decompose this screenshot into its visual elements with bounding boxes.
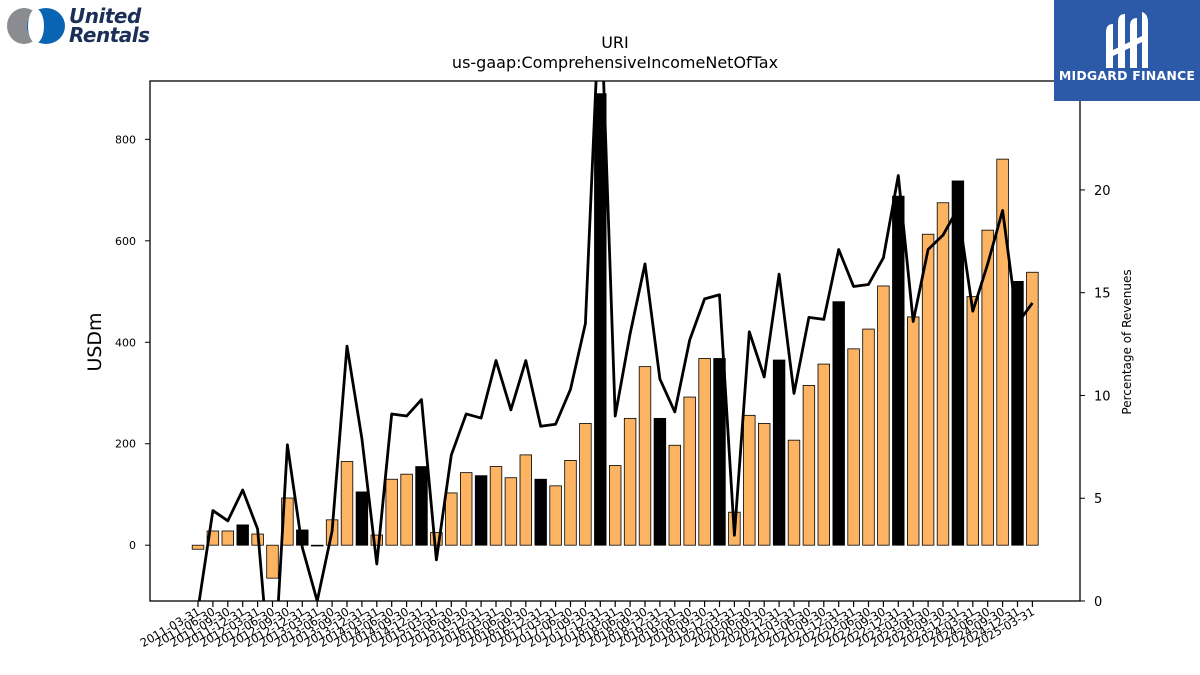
percentage-line — [197, 81, 1034, 601]
bar — [340, 461, 354, 546]
bar — [459, 472, 473, 546]
plot-area: 0200400600800051015202011-03-312011-06-3… — [115, 80, 1111, 650]
bar — [519, 454, 533, 546]
bar — [191, 544, 205, 550]
bar — [221, 530, 235, 546]
chart-subtitle: us-gaap:ComprehensiveIncomeNetOfTax — [452, 53, 778, 72]
y-tick-label: 600 — [115, 235, 136, 248]
bar — [668, 444, 682, 546]
bar — [236, 524, 249, 546]
y2-tick-label: 5 — [1094, 492, 1102, 507]
bar — [951, 180, 965, 546]
bar — [817, 363, 831, 546]
bar — [981, 229, 994, 546]
bar — [534, 478, 547, 546]
bar — [489, 466, 503, 546]
bar-series — [191, 93, 1039, 579]
united-rentals-mark-icon — [7, 8, 65, 44]
bar — [683, 396, 696, 546]
bar — [474, 475, 488, 546]
bar — [772, 359, 786, 546]
bar — [802, 384, 816, 546]
bar — [638, 366, 652, 546]
bar — [698, 358, 711, 546]
bar — [847, 348, 860, 546]
bar — [921, 233, 935, 546]
y-tick-label: 0 — [129, 539, 136, 552]
bar — [966, 296, 980, 546]
logo-text-line1: United — [69, 4, 141, 28]
bar — [564, 460, 577, 546]
y2-tick-label: 15 — [1094, 287, 1111, 302]
bar — [877, 285, 890, 546]
bar — [549, 485, 562, 546]
midgard-brand-text: MIDGARD FINANCE — [1058, 68, 1196, 83]
bar — [892, 195, 905, 546]
bar — [400, 473, 413, 546]
y-tick-label: 800 — [115, 133, 136, 146]
bar — [370, 534, 384, 546]
bar — [936, 202, 950, 546]
bar — [355, 491, 369, 546]
bar — [310, 544, 324, 547]
midgard-m-icon — [1106, 12, 1148, 68]
bar — [415, 466, 428, 546]
y2-tick-label: 20 — [1094, 184, 1111, 199]
bar — [579, 423, 592, 546]
bar — [445, 492, 458, 546]
bar — [206, 530, 220, 546]
y2-axis-label: Percentage of Revenues — [1120, 269, 1134, 414]
bar — [758, 423, 771, 546]
line-series — [197, 81, 1034, 601]
bar — [787, 439, 801, 546]
bar — [623, 417, 637, 546]
logo-text-line2: Rentals — [69, 23, 150, 47]
united-rentals-logo: United Rentals — [6, 6, 156, 48]
y-axis-label: USDm — [84, 312, 106, 371]
bar — [996, 158, 1009, 546]
y-tick-label: 400 — [115, 336, 136, 349]
chart-title: URI — [601, 33, 629, 52]
bar — [713, 358, 726, 546]
bar — [832, 301, 845, 546]
midgard-finance-logo: MIDGARD FINANCE — [1054, 0, 1200, 101]
bar — [1011, 280, 1024, 546]
bar — [266, 544, 279, 579]
bar — [504, 477, 518, 546]
bar — [609, 465, 622, 546]
bar — [1026, 271, 1039, 546]
bar — [594, 93, 607, 546]
bar — [907, 316, 920, 546]
y2-tick-label: 0 — [1094, 595, 1102, 610]
y-tick-label: 200 — [115, 438, 136, 451]
bar — [385, 478, 398, 546]
bar — [653, 417, 667, 546]
bar — [743, 414, 756, 546]
y2-tick-label: 10 — [1094, 389, 1111, 404]
bar — [862, 328, 875, 546]
